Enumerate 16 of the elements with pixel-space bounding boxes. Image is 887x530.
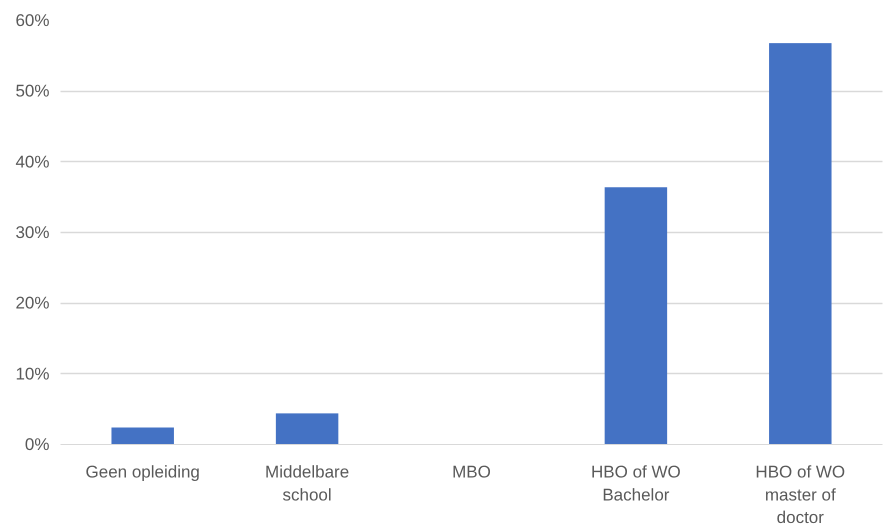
y-tick-label: 0% bbox=[24, 435, 50, 454]
bar bbox=[276, 413, 338, 444]
x-tick-label: MBO bbox=[452, 462, 491, 482]
y-tick-label: 10% bbox=[15, 364, 50, 384]
y-tick-label: 60% bbox=[15, 11, 50, 30]
bar bbox=[769, 43, 832, 444]
x-tick-label: HBO of WO master of doctor bbox=[755, 462, 846, 528]
bar bbox=[604, 187, 668, 444]
y-tick-label: 30% bbox=[15, 223, 50, 242]
bar bbox=[111, 428, 174, 444]
x-tick-label: Middelbare school bbox=[265, 462, 350, 504]
y-tick-label: 20% bbox=[15, 294, 50, 313]
y-tick-label: 40% bbox=[15, 152, 50, 172]
x-tick-label: HBO of WO Bachelor bbox=[591, 462, 681, 504]
x-tick-label: Geen opleiding bbox=[86, 462, 200, 482]
y-tick-label: 50% bbox=[15, 82, 50, 101]
